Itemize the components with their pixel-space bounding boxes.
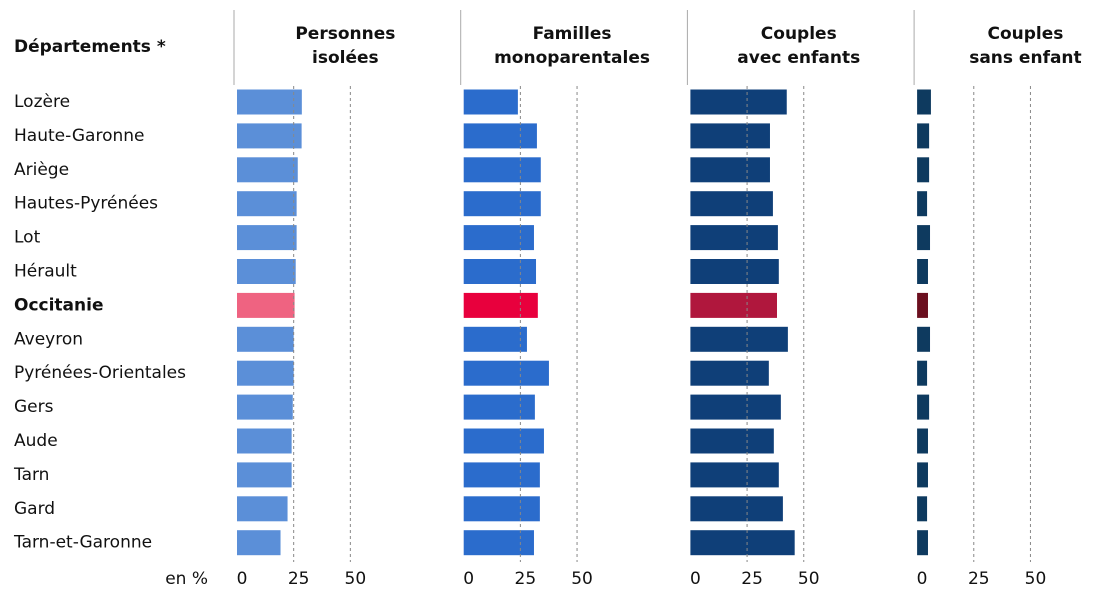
bar xyxy=(237,530,281,556)
bar xyxy=(917,259,928,284)
x-tick-label: 0 xyxy=(237,569,248,589)
bar xyxy=(237,89,302,115)
bar xyxy=(917,292,928,318)
category-label: Pyrénées-Orientales xyxy=(14,363,186,383)
bar xyxy=(237,191,297,217)
bar xyxy=(917,496,928,522)
bar xyxy=(917,89,931,115)
category-label: Hérault xyxy=(14,262,77,282)
bar xyxy=(690,428,774,454)
category-label: Tarn xyxy=(13,465,49,485)
bar xyxy=(917,428,928,454)
bar xyxy=(237,259,296,284)
bar xyxy=(690,225,778,251)
x-tick-label: 25 xyxy=(288,569,310,589)
x-tick-label: 0 xyxy=(463,569,474,589)
bar xyxy=(237,292,295,318)
bar xyxy=(917,191,928,217)
bar xyxy=(917,394,930,420)
category-label: Lozère xyxy=(14,92,70,112)
x-tick-label: 50 xyxy=(798,569,820,589)
panel-title: Personnes isolées xyxy=(295,24,396,68)
bar xyxy=(463,123,537,149)
bar xyxy=(690,157,770,183)
category-label: Ariège xyxy=(14,160,69,180)
category-title: Départements * xyxy=(14,37,166,57)
panel-title: Couples avec enfants xyxy=(737,24,861,68)
bar xyxy=(463,89,518,115)
bar xyxy=(690,259,779,284)
x-tick-label: 25 xyxy=(968,569,990,589)
bar xyxy=(917,530,928,556)
bar xyxy=(917,462,928,488)
axis-label: en % xyxy=(165,569,208,589)
x-tick-label: 50 xyxy=(571,569,593,589)
bar xyxy=(237,394,293,420)
bar xyxy=(237,428,292,454)
category-label: Hautes-Pyrénées xyxy=(14,194,158,214)
x-tick-label: 50 xyxy=(1025,569,1047,589)
bar xyxy=(463,496,540,522)
bar xyxy=(463,360,549,386)
category-label: Occitanie xyxy=(14,295,104,315)
bar xyxy=(690,496,783,522)
category-label: Aude xyxy=(14,431,58,451)
bar xyxy=(237,496,288,522)
x-tick-label: 25 xyxy=(741,569,763,589)
bar xyxy=(463,428,544,454)
bar xyxy=(463,225,534,251)
x-tick-label: 0 xyxy=(917,569,928,589)
bar xyxy=(690,462,779,488)
bar xyxy=(917,123,930,149)
bar xyxy=(237,326,294,352)
bar xyxy=(237,225,297,251)
x-tick-label: 0 xyxy=(690,569,701,589)
bar xyxy=(463,157,541,183)
panel-title: Familles monoparentales xyxy=(494,24,650,68)
bar xyxy=(690,89,787,115)
category-label: Aveyron xyxy=(14,329,83,349)
bar xyxy=(237,123,302,149)
category-label: Haute-Garonne xyxy=(14,126,144,146)
bar xyxy=(690,530,795,556)
bar xyxy=(917,157,930,183)
category-label: Gers xyxy=(14,397,54,417)
category-label: Tarn-et-Garonne xyxy=(13,533,152,553)
bar xyxy=(917,326,931,352)
bar xyxy=(463,530,534,556)
bar xyxy=(917,360,928,386)
x-tick-label: 25 xyxy=(515,569,537,589)
bar xyxy=(690,326,788,352)
bar xyxy=(463,292,538,318)
bar xyxy=(690,394,781,420)
bar xyxy=(237,462,292,488)
bar xyxy=(237,360,294,386)
bar xyxy=(463,394,535,420)
bar xyxy=(463,259,537,284)
panel-title: Couples sans enfant xyxy=(969,24,1082,68)
bar xyxy=(690,123,770,149)
category-label: Lot xyxy=(14,228,41,248)
bar xyxy=(690,191,773,217)
bar xyxy=(463,462,540,488)
bar xyxy=(690,292,777,318)
category-label: Gard xyxy=(14,499,55,519)
bar xyxy=(690,360,769,386)
bar xyxy=(463,326,527,352)
bar xyxy=(237,157,298,183)
x-tick-label: 50 xyxy=(345,569,367,589)
bar xyxy=(463,191,541,217)
bar xyxy=(917,225,931,251)
